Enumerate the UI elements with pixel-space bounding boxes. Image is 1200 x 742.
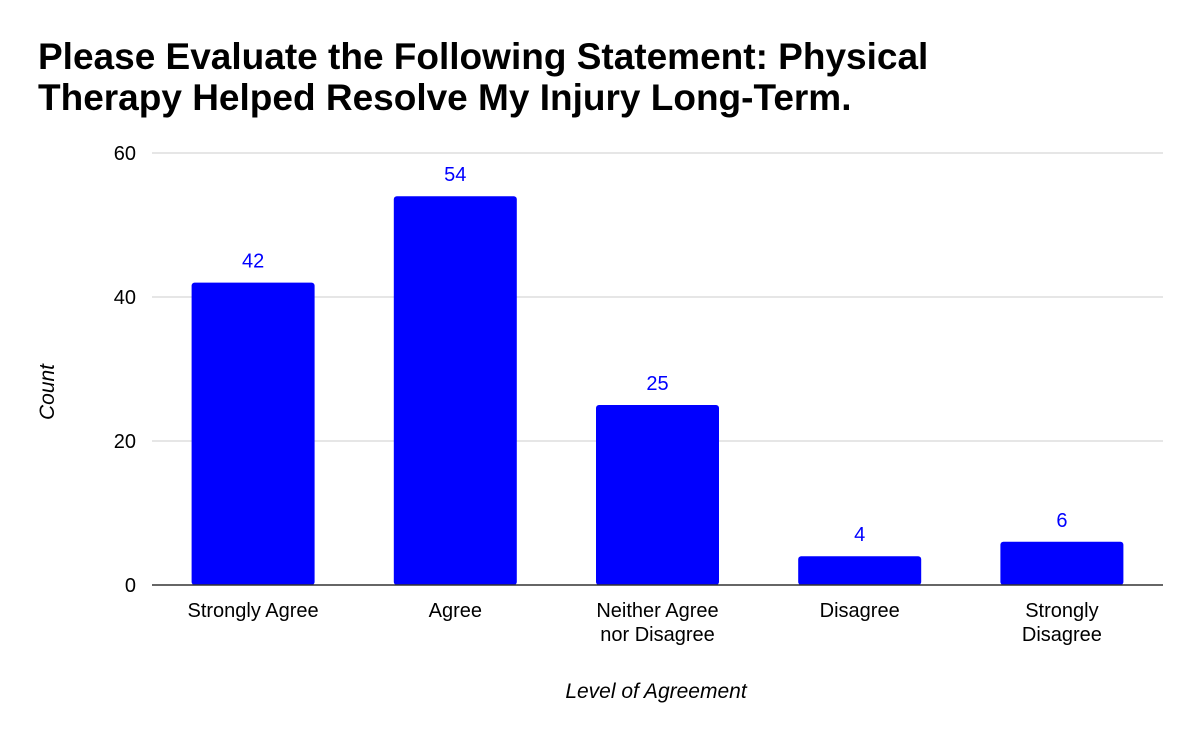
- y-tick-label: 0: [125, 575, 136, 597]
- x-axis-title: Level of Agreement: [565, 680, 747, 703]
- chart-title-line-2: Therapy Helped Resolve My Injury Long-Te…: [38, 77, 852, 118]
- x-tick-label: Disagree: [1022, 624, 1102, 646]
- bar: [393, 196, 517, 585]
- data-label: 6: [1056, 510, 1067, 532]
- bar: [191, 282, 315, 585]
- y-tick-label: 20: [114, 431, 136, 453]
- x-tick-label: Neither Agree: [596, 600, 718, 622]
- y-tick-label: 40: [114, 287, 136, 309]
- x-tick-label: Strongly: [1025, 600, 1098, 622]
- bars: [191, 196, 1124, 585]
- data-label: 4: [854, 524, 865, 546]
- y-axis-ticks: 0 20 40 60: [114, 143, 136, 597]
- chart-title: Please Evaluate the Following Statement:…: [38, 36, 1168, 118]
- x-tick-label: Disagree: [820, 600, 900, 622]
- bar: [596, 405, 719, 585]
- bar: [1000, 541, 1124, 585]
- x-tick-label: nor Disagree: [600, 624, 715, 646]
- x-tick-label: Strongly Agree: [187, 600, 318, 622]
- x-tick-label: Agree: [429, 600, 482, 622]
- chart-title-line-1: Please Evaluate the Following Statement:…: [38, 36, 929, 77]
- y-tick-label: 60: [114, 143, 136, 165]
- data-label: 25: [646, 373, 668, 395]
- data-label: 42: [242, 251, 264, 273]
- bar: [798, 556, 922, 585]
- data-label: 54: [444, 164, 466, 186]
